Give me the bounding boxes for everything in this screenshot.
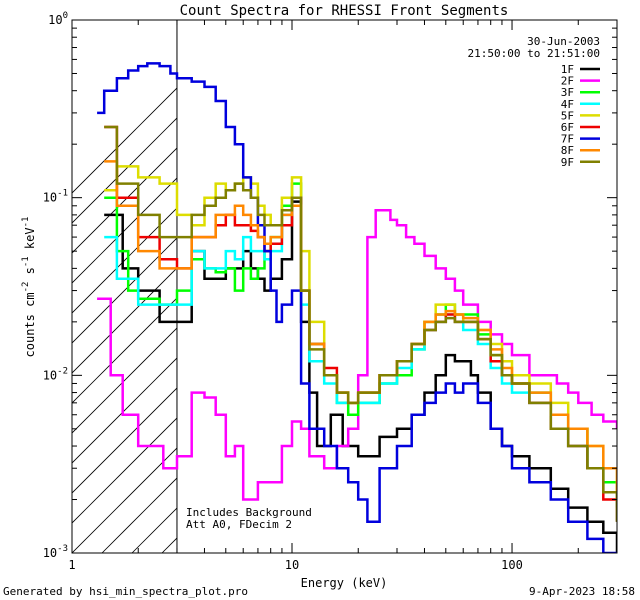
time-range-label: 21:50:00 to 21:51:00	[468, 47, 600, 60]
legend-label-6F: 6F	[561, 121, 574, 134]
legend-label-3F: 3F	[561, 86, 574, 99]
x-axis-label: Energy (keV)	[301, 576, 388, 590]
legend-label-4F: 4F	[561, 98, 574, 111]
footer-timestamp: 9-Apr-2023 18:58	[529, 585, 635, 598]
footer-generated-by: Generated by hsi_min_spectra_plot.pro	[3, 585, 248, 598]
y-tick-label: 10-3	[43, 544, 68, 560]
x-tick-label: 1	[68, 558, 75, 572]
x-axis: 1 10 100	[68, 20, 618, 572]
series-line-8F	[104, 160, 617, 500]
series-layer	[97, 62, 617, 553]
y-axis-label: counts cm-2 s-1 keV-1	[21, 217, 37, 358]
series-line-5F	[104, 165, 617, 500]
series-line-7F	[97, 62, 617, 553]
series-line-6F	[104, 125, 617, 522]
date-label: 30-Jun-2003	[527, 35, 600, 48]
x-tick-label: 10	[285, 558, 299, 572]
legend-label-2F: 2F	[561, 75, 574, 88]
annotation-background: Includes Background	[186, 506, 312, 519]
chart-title: Count Spectra for RHESSI Front Segments	[180, 3, 509, 19]
hatch-lines	[72, 87, 177, 553]
legend-label-9F: 9F	[561, 156, 574, 169]
x-tick-label: 100	[501, 558, 523, 572]
legend-label-8F: 8F	[561, 144, 574, 157]
y-tick-label: 10-1	[43, 189, 68, 205]
y-tick-label: 100	[48, 11, 68, 27]
legend-label-7F: 7F	[561, 133, 574, 146]
y-axis: 100 10-1 10-2 10-3	[43, 11, 617, 560]
series-line-9F	[104, 125, 617, 522]
series-line-3F	[104, 182, 617, 508]
annotation-attenuator: Att A0, FDecim 2	[186, 518, 292, 531]
legend-label-5F: 5F	[561, 109, 574, 122]
plot-frame	[71, 19, 618, 554]
series-line-2F	[97, 208, 617, 501]
y-tick-label: 10-2	[43, 366, 68, 382]
legend-label-1F: 1F	[561, 63, 574, 76]
hatched-region	[72, 20, 178, 553]
series-line-4F	[104, 196, 617, 522]
